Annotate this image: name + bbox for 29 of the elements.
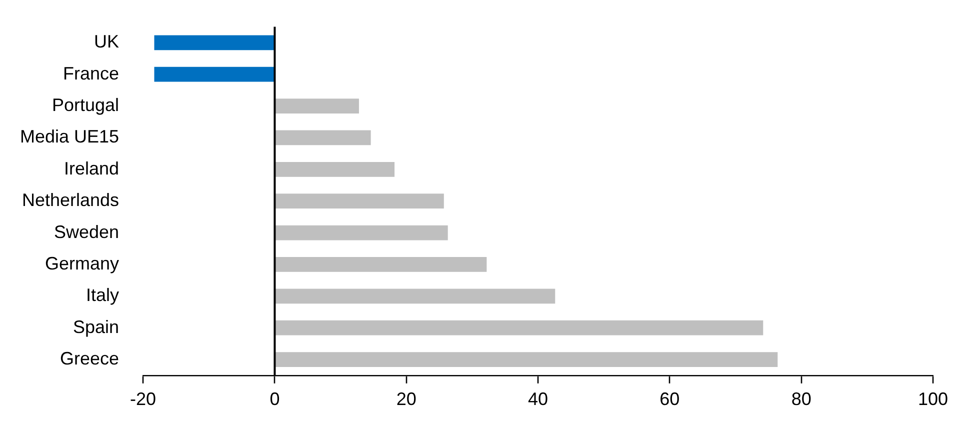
y-tick-label: Ireland [64, 158, 120, 178]
y-tick-label: Media UE15 [20, 126, 120, 147]
bar [154, 66, 274, 82]
bar [275, 162, 395, 177]
y-tick-label: Netherlands [22, 190, 120, 210]
bar [154, 35, 274, 50]
x-tick-label: 100 [918, 389, 948, 410]
y-tick-label: France [63, 63, 120, 84]
bar [275, 98, 359, 114]
x-tick-label: 20 [396, 389, 416, 410]
y-tick-label: Greece [60, 348, 120, 369]
bar [275, 257, 487, 272]
x-tick-label: -20 [130, 389, 156, 410]
x-tick-label: 60 [660, 389, 680, 410]
x-tick-label: 40 [528, 389, 548, 410]
bar [275, 288, 556, 304]
y-tick-label: Italy [86, 285, 120, 306]
y-tick-label: Spain [73, 316, 120, 337]
bar [275, 320, 764, 336]
bar [275, 352, 778, 367]
x-tick-label: 80 [791, 389, 812, 410]
bar [275, 194, 444, 209]
x-tick-label: 0 [270, 389, 280, 410]
y-tick-label: UK [94, 32, 120, 52]
y-tick-label: Sweden [54, 222, 120, 242]
y-tick-label: Portugal [52, 94, 120, 115]
y-tick-label: Germany [45, 253, 120, 274]
bar [275, 225, 448, 240]
bar [275, 130, 371, 146]
